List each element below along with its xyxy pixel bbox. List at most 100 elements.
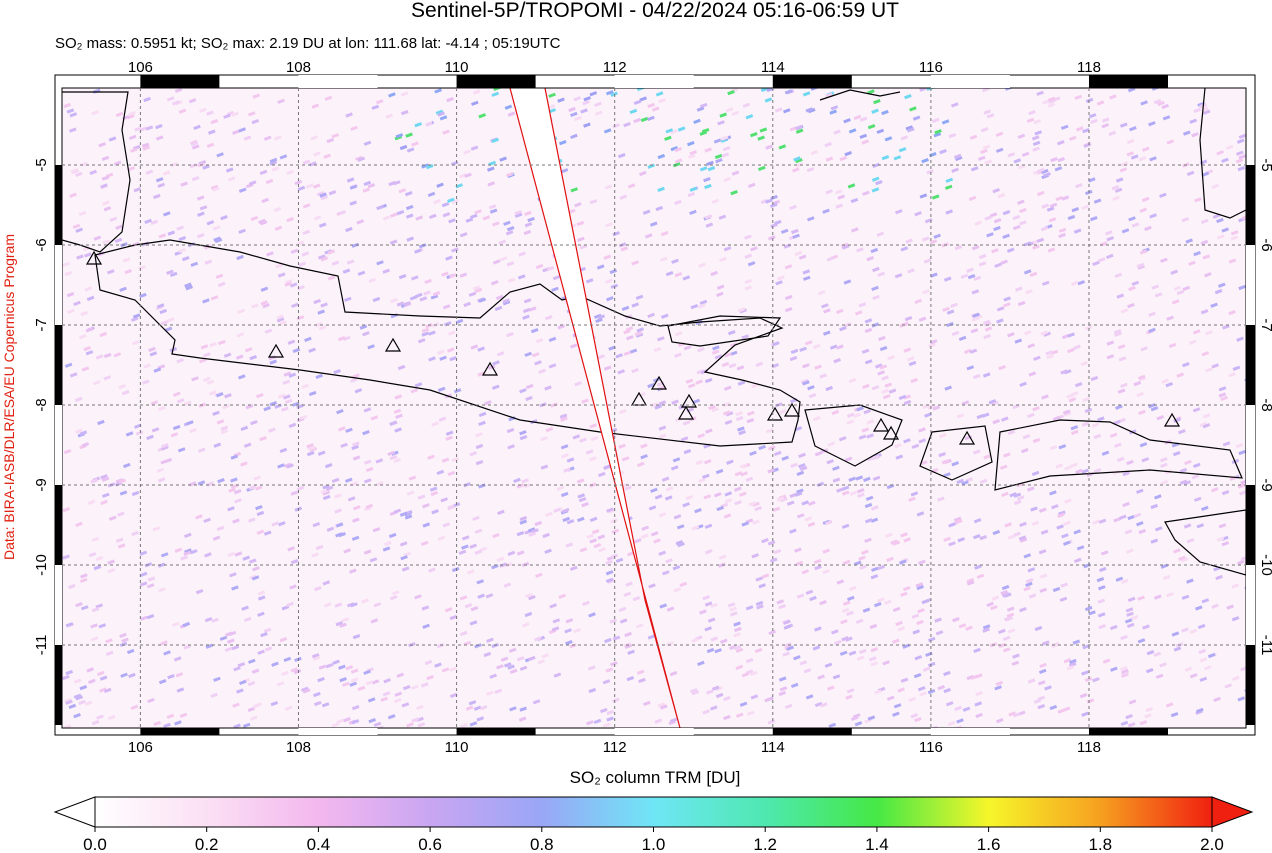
noise-pixel [152,526,161,532]
noise-pixel [1127,514,1136,521]
noise-pixel [1088,177,1096,183]
noise-pixel [206,379,215,385]
noise-pixel [1091,422,1100,428]
noise-pixel [232,702,240,708]
noise-pixel [514,212,523,218]
noise-pixel [858,434,867,440]
noise-pixel [928,342,936,348]
noise-pixel [268,427,276,433]
noise-pixel [1098,585,1106,591]
noise-pixel [731,170,740,176]
noise-pixel [405,204,414,211]
noise-pixel [926,169,934,175]
noise-pixel [641,525,650,531]
noise-pixel [444,321,452,327]
noise-pixel [447,197,455,203]
noise-pixel [197,211,205,217]
noise-pixel [191,176,200,182]
noise-pixel [636,461,645,468]
x-tick-label: 106 [128,59,153,76]
noise-pixel [639,170,647,177]
noise-pixel [516,550,525,556]
noise-pixel [62,261,71,267]
noise-pixel [914,298,923,305]
noise-pixel [1196,707,1204,714]
noise-pixel [147,697,155,704]
noise-pixel [612,635,621,641]
noise-pixel [314,586,322,592]
noise-pixel [841,490,850,496]
noise-pixel [784,703,793,710]
noise-pixel [203,352,211,358]
noise-pixel [1230,230,1239,236]
noise-pixel [794,491,803,497]
noise-pixel [351,705,360,711]
noise-pixel [724,491,733,497]
noise-pixel [689,186,698,192]
noise-pixel [383,678,391,684]
noise-pixel [813,558,822,565]
noise-pixel [349,184,358,190]
noise-pixel [911,443,920,449]
noise-pixel [1118,514,1127,520]
noise-pixel [318,222,327,228]
noise-pixel [283,371,292,377]
noise-pixel [1002,210,1011,216]
noise-pixel [323,602,332,608]
noise-pixel [253,475,262,481]
y-tick-label: -9 [33,478,50,491]
noise-pixel [1146,650,1155,656]
noise-pixel [975,712,983,719]
noise-pixel [832,465,840,471]
noise-pixel [337,336,346,342]
noise-pixel [750,132,758,138]
noise-pixel [650,487,658,493]
noise-pixel [792,167,800,173]
noise-pixel [870,247,879,254]
noise-pixel [459,173,467,179]
noise-pixel [588,687,597,694]
noise-pixel [1139,249,1148,255]
noise-pixel [954,245,963,251]
noise-pixel [470,344,479,350]
noise-pixel [835,203,844,209]
noise-pixel [1207,652,1216,659]
noise-pixel [296,315,305,321]
noise-pixel [528,306,537,312]
x-tick-label: 118 [1077,739,1101,756]
noise-pixel [434,662,442,668]
noise-pixel [475,432,483,438]
noise-pixel [704,601,713,607]
noise-pixel [1007,429,1016,436]
noise-pixel [1193,107,1202,114]
noise-pixel [857,492,865,498]
noise-pixel [63,102,72,109]
noise-pixel [871,322,880,328]
noise-pixel [603,365,612,371]
noise-pixel [251,668,260,674]
noise-pixel [521,478,530,484]
noise-pixel [314,700,322,707]
noise-pixel [715,686,723,692]
noise-pixel [403,551,412,557]
noise-pixel [1237,696,1246,702]
noise-pixel [1162,574,1171,581]
noise-pixel [1071,429,1079,436]
noise-pixel [414,594,422,600]
noise-pixel [870,566,879,572]
noise-pixel [707,166,716,172]
noise-pixel [609,268,618,275]
noise-pixel [872,454,880,461]
noise-pixel [483,651,492,658]
noise-pixel [99,675,108,681]
noise-pixel [276,314,285,320]
noise-pixel [141,379,150,385]
noise-pixel [494,688,503,694]
noise-pixel [394,394,403,400]
noise-pixel [1135,521,1144,527]
noise-pixel [1160,462,1168,468]
noise-pixel [1064,498,1072,504]
noise-pixel [674,352,682,358]
noise-pixel [79,577,88,584]
noise-pixel [579,244,588,250]
